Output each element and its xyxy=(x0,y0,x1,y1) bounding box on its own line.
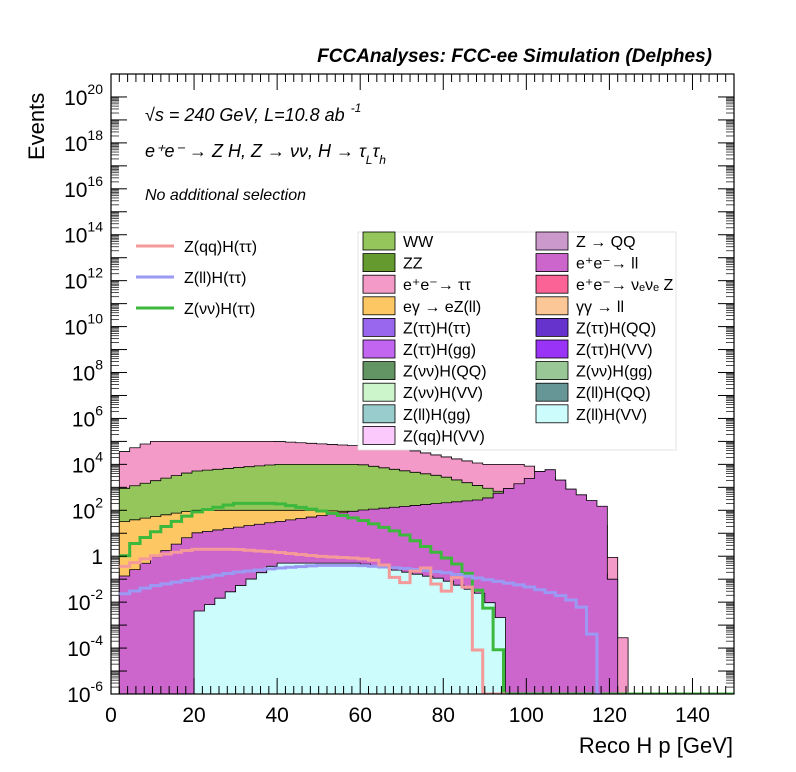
legend-label: Z(ll)H(gg) xyxy=(403,407,471,424)
legend-swatch xyxy=(362,231,396,251)
legend-label: Z → QQ xyxy=(576,234,636,251)
legend-label: ZZ xyxy=(403,256,423,273)
legend-swatch xyxy=(362,274,396,294)
y-tick-label: 104 xyxy=(72,448,103,477)
legend-label: Z(qq)H(VV) xyxy=(403,428,485,445)
legend-swatch xyxy=(535,382,569,402)
x-tick-label: 40 xyxy=(265,704,288,727)
legend-label: Z(ττ)H(QQ) xyxy=(576,320,656,337)
signal-curve xyxy=(119,547,506,694)
x-tick-label: 80 xyxy=(432,704,455,727)
legend-swatch xyxy=(535,296,569,316)
y-tick-label: 1012 xyxy=(64,265,103,294)
legend-signal-label: Z(νν)H(ττ) xyxy=(184,301,255,318)
process-annotation: e⁺e⁻ → Z H, Z → νν, H → τLτh xyxy=(145,141,386,167)
legend-swatch xyxy=(362,382,396,402)
y-tick-label: 1018 xyxy=(64,127,103,156)
y-tick-label: 1014 xyxy=(64,219,103,248)
signal-curves xyxy=(119,501,734,694)
chart-title: FCCAnalyses: FCC-ee Simulation (Delphes) xyxy=(317,46,712,67)
y-tick-label: 1020 xyxy=(64,81,103,110)
legend-swatch xyxy=(362,253,396,273)
y-axis-label: Events xyxy=(24,93,49,160)
legend-label: Z(ττ)H(VV) xyxy=(576,342,653,359)
y-tick-label: 102 xyxy=(72,494,103,523)
legend-swatch xyxy=(362,361,396,381)
legend-label: WW xyxy=(403,234,434,251)
legend-swatch xyxy=(362,425,396,445)
energy-annotation: √s = 240 GeV, L=10.8 ab -1 xyxy=(145,101,361,125)
signal-curve xyxy=(119,563,602,694)
legend-signals: Z(qq)H(ττ) Z(ll)H(ττ) Z(νν)H(ττ) xyxy=(136,239,257,318)
legend-label: Z(ll)H(QQ) xyxy=(576,385,651,402)
selection-annotation: No additional selection xyxy=(145,187,306,204)
y-tick-label: 10-6 xyxy=(67,678,103,707)
legend-swatch xyxy=(535,253,569,273)
x-tick-label: 100 xyxy=(509,704,544,727)
x-tick-label: 0 xyxy=(105,704,117,727)
y-tick-label: 106 xyxy=(72,402,103,431)
plot-frame xyxy=(110,73,735,695)
legend-label: Z(ττ)H(ττ) xyxy=(403,320,471,337)
legend-label: Z(νν)H(QQ) xyxy=(403,364,487,381)
legend-swatch xyxy=(362,404,396,424)
y-tick-label: 10-2 xyxy=(67,586,103,615)
x-axis-label: Reco H p [GeV] xyxy=(579,733,733,758)
legend-swatch xyxy=(362,296,396,316)
legend-label: eγ → eZ(ll) xyxy=(403,299,481,316)
legend-swatch xyxy=(362,339,396,359)
legend-swatch xyxy=(535,339,569,359)
legend-label: e⁺e⁻→ νₑνₑ Z xyxy=(576,277,673,294)
x-tick-label: 140 xyxy=(675,704,710,727)
legend-swatch xyxy=(535,317,569,337)
legend-label: Z(ττ)H(gg) xyxy=(403,342,476,359)
legend-box xyxy=(357,231,677,451)
legend-label: e⁺e⁻→ ττ xyxy=(403,277,471,294)
x-tick-label: 120 xyxy=(592,704,627,727)
y-axis: 10-6 10-4 10-2 1 102 104 106 108 1010 1012 1014 101… xyxy=(64,81,734,707)
x-axis: 0 20 40 60 80 100 120 140 xyxy=(105,74,735,727)
legend-label: γγ → ll xyxy=(576,299,624,316)
y-tick-label: 10-4 xyxy=(67,632,103,661)
legend-swatch xyxy=(535,231,569,251)
y-tick-label: 108 xyxy=(72,357,103,386)
legend-signal-label: Z(qq)H(ττ) xyxy=(184,239,257,256)
legend-swatch xyxy=(535,274,569,294)
signal-curve xyxy=(119,501,734,694)
x-tick-label: 60 xyxy=(349,704,372,727)
legend-swatch xyxy=(362,317,396,337)
legend-label: Z(ll)H(VV) xyxy=(576,407,647,424)
y-tick-label: 1010 xyxy=(64,311,103,340)
legend-label: e⁺e⁻→ ll xyxy=(576,256,638,273)
y-tick-label: 1 xyxy=(91,546,103,569)
legend-label: Z(νν)H(VV) xyxy=(403,385,483,402)
legend-swatch xyxy=(535,404,569,424)
legend-backgrounds: WW ZZ e⁺e⁻→ ττ eγ → eZ(ll) Z(ττ)H(ττ) Z(ττ)H(… xyxy=(362,231,673,445)
legend-signal-label: Z(ll)H(ττ) xyxy=(184,270,246,287)
x-tick-label: 20 xyxy=(182,704,205,727)
legend-swatch xyxy=(535,361,569,381)
y-tick-label: 1016 xyxy=(64,173,103,202)
legend-label: Z(νν)H(gg) xyxy=(576,364,652,381)
